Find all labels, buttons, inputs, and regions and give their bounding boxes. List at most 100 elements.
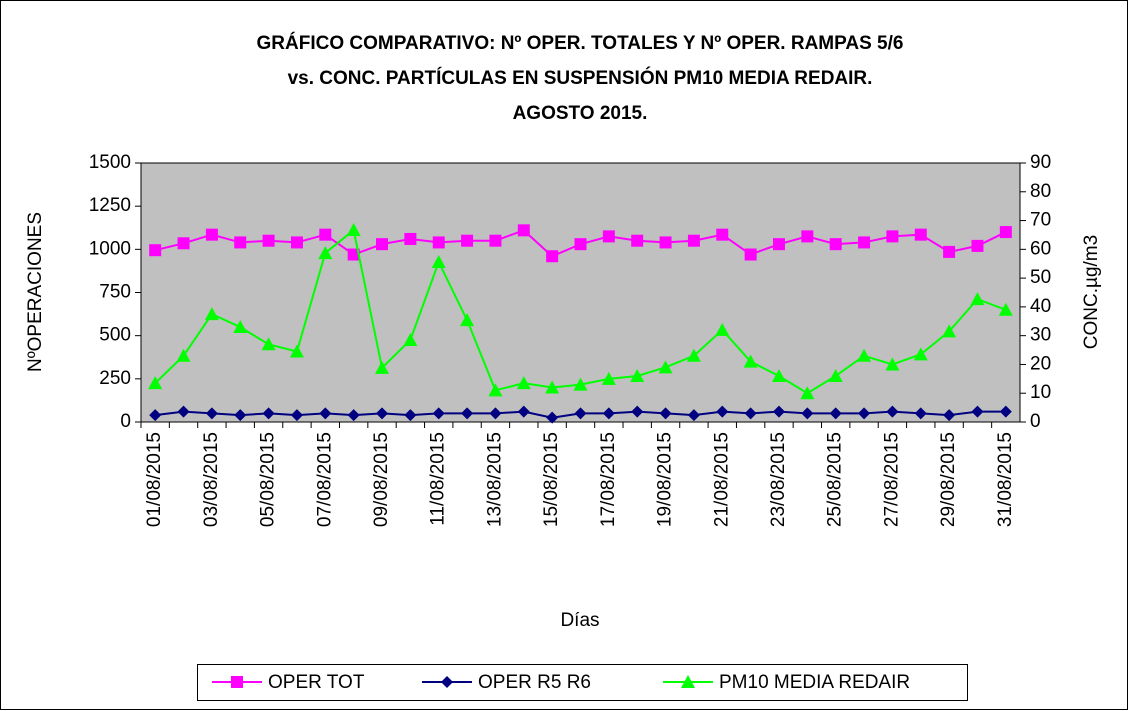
marker (516, 376, 531, 390)
marker (489, 234, 502, 247)
marker (858, 407, 871, 420)
x-tick-label: 31/08/2015 (995, 432, 1016, 527)
marker (177, 405, 190, 418)
marker (205, 407, 218, 420)
marker (659, 407, 672, 420)
marker (800, 386, 815, 400)
marker (716, 228, 729, 241)
marker (149, 409, 162, 422)
marker (971, 405, 984, 418)
x-tick-label: 27/08/2015 (881, 432, 902, 527)
marker (716, 405, 729, 418)
marker (404, 232, 417, 245)
marker (432, 407, 445, 420)
marker (998, 302, 1013, 316)
marker (319, 407, 332, 420)
marker (517, 224, 530, 237)
y-tick-label: 250 (99, 368, 131, 389)
marker (546, 411, 559, 424)
marker (943, 409, 956, 422)
marker (546, 250, 559, 263)
marker (744, 248, 757, 261)
marker (346, 223, 361, 237)
marker (347, 409, 360, 422)
x-tick-label: 19/08/2015 (655, 432, 676, 527)
marker (403, 332, 418, 346)
marker (687, 409, 700, 422)
y2-tick-label: 40 (1030, 296, 1051, 317)
marker (630, 368, 645, 382)
marker (177, 237, 190, 250)
y2-tick-label: 20 (1030, 353, 1051, 374)
x-tick-label: 25/08/2015 (825, 432, 846, 527)
marker (686, 348, 701, 362)
x-tick-label: 29/08/2015 (938, 432, 959, 527)
marker (829, 407, 842, 420)
y2-tick-label: 50 (1030, 267, 1051, 288)
marker (943, 245, 956, 258)
marker (205, 228, 218, 241)
marker (347, 248, 360, 261)
x-tick-label: 05/08/2015 (258, 432, 279, 527)
marker (801, 230, 814, 243)
marker (432, 236, 445, 249)
x-tick-label: 03/08/2015 (201, 432, 222, 527)
legend-label: OPER R5 R6 (478, 672, 591, 693)
marker (659, 236, 672, 249)
y2-tick-label: 0 (1030, 411, 1041, 432)
legend-marker (441, 676, 453, 688)
marker (886, 230, 899, 243)
marker (602, 407, 615, 420)
y-tick-label: 1000 (89, 238, 131, 259)
marker (631, 234, 644, 247)
marker (545, 380, 560, 394)
marker (290, 236, 303, 249)
marker (914, 407, 927, 420)
legend-label: OPER TOT (268, 672, 365, 693)
marker (999, 226, 1012, 239)
marker (971, 239, 984, 252)
x-tick-label: 09/08/2015 (371, 432, 392, 527)
marker (234, 236, 247, 249)
marker (233, 320, 248, 334)
marker (574, 238, 587, 251)
marker (460, 313, 475, 327)
plot-area (140, 162, 1021, 423)
x-tick-label: 21/08/2015 (711, 432, 732, 527)
marker (744, 407, 757, 420)
marker (319, 228, 332, 241)
marker (687, 234, 700, 247)
y2-tick-label: 80 (1030, 181, 1051, 202)
marker (829, 238, 842, 251)
y-tick-label: 0 (120, 411, 131, 432)
marker (376, 238, 389, 251)
marker (858, 236, 871, 249)
marker (743, 354, 758, 368)
y2-tick-label: 10 (1030, 382, 1051, 403)
marker (290, 409, 303, 422)
y2-tick-label: 60 (1030, 238, 1051, 259)
marker (771, 368, 786, 382)
x-tick-label: 07/08/2015 (314, 432, 335, 527)
legend-marker (231, 676, 243, 688)
marker (289, 344, 304, 358)
marker (885, 357, 900, 371)
marker (886, 405, 899, 418)
marker (914, 228, 927, 241)
marker (999, 405, 1012, 418)
marker (376, 407, 389, 420)
chart-title: vs. CONC. PARTÍCULAS EN SUSPENSIÓN PM10 … (288, 67, 873, 89)
marker (176, 348, 191, 362)
marker (262, 234, 275, 247)
marker (262, 407, 275, 420)
y-tick-label: 500 (99, 325, 131, 346)
x-tick-label: 11/08/2015 (428, 432, 449, 526)
marker (715, 322, 730, 336)
marker (149, 244, 162, 257)
marker (318, 246, 333, 260)
marker (148, 376, 163, 390)
marker (913, 347, 928, 361)
y-axis-title: NºOPERACIONES (25, 212, 46, 372)
marker (574, 407, 587, 420)
